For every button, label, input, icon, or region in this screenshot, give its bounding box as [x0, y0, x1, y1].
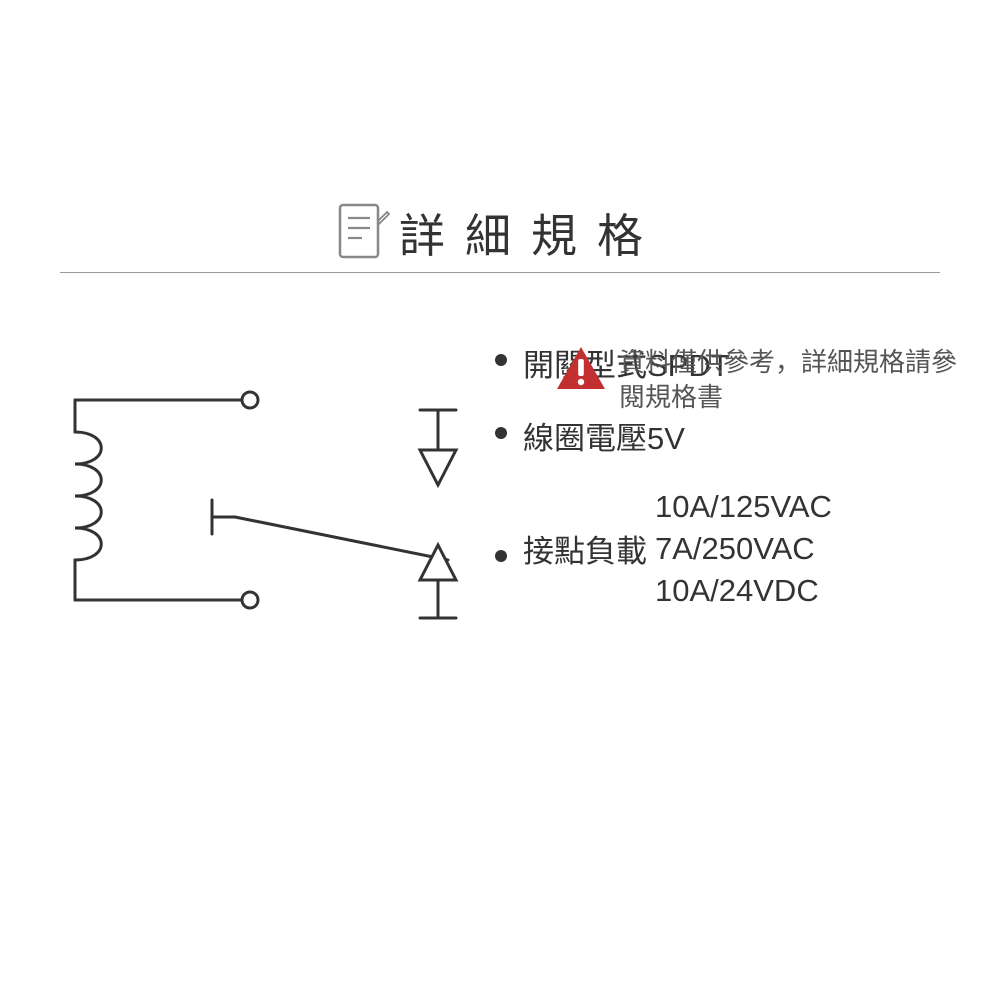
header: 詳細規格: [0, 200, 1000, 266]
spec-value: 5V: [647, 421, 685, 456]
document-icon: [337, 202, 391, 265]
spec-value-list: 10A/125VAC 7A/250VAC 10A/24VDC: [655, 486, 832, 612]
page-title: 詳細規格: [399, 200, 663, 266]
bullet-icon: [495, 550, 507, 562]
spec-contact-load: 接點負載 10A/125VAC 7A/250VAC 10A/24VDC: [495, 486, 832, 612]
spec-label: 線圈電壓: [523, 421, 647, 456]
header-divider: [60, 272, 940, 273]
warning-text: 資料僅供參考，詳細規格請參閱規格書: [619, 345, 969, 415]
spec-label: 接點負載: [523, 526, 647, 571]
warning-block: 資料僅供參考，詳細規格請參閱規格書: [555, 345, 969, 415]
bullet-icon: [495, 427, 507, 439]
relay-schematic: [40, 350, 480, 665]
warning-icon: [555, 345, 607, 398]
spec-value: 7A/250VAC: [655, 528, 832, 570]
bullet-icon: [495, 354, 507, 366]
spec-value: 10A/24VDC: [655, 570, 832, 612]
spec-coil-voltage: 線圈電壓5V: [495, 413, 832, 458]
spec-value: 10A/125VAC: [655, 486, 832, 528]
